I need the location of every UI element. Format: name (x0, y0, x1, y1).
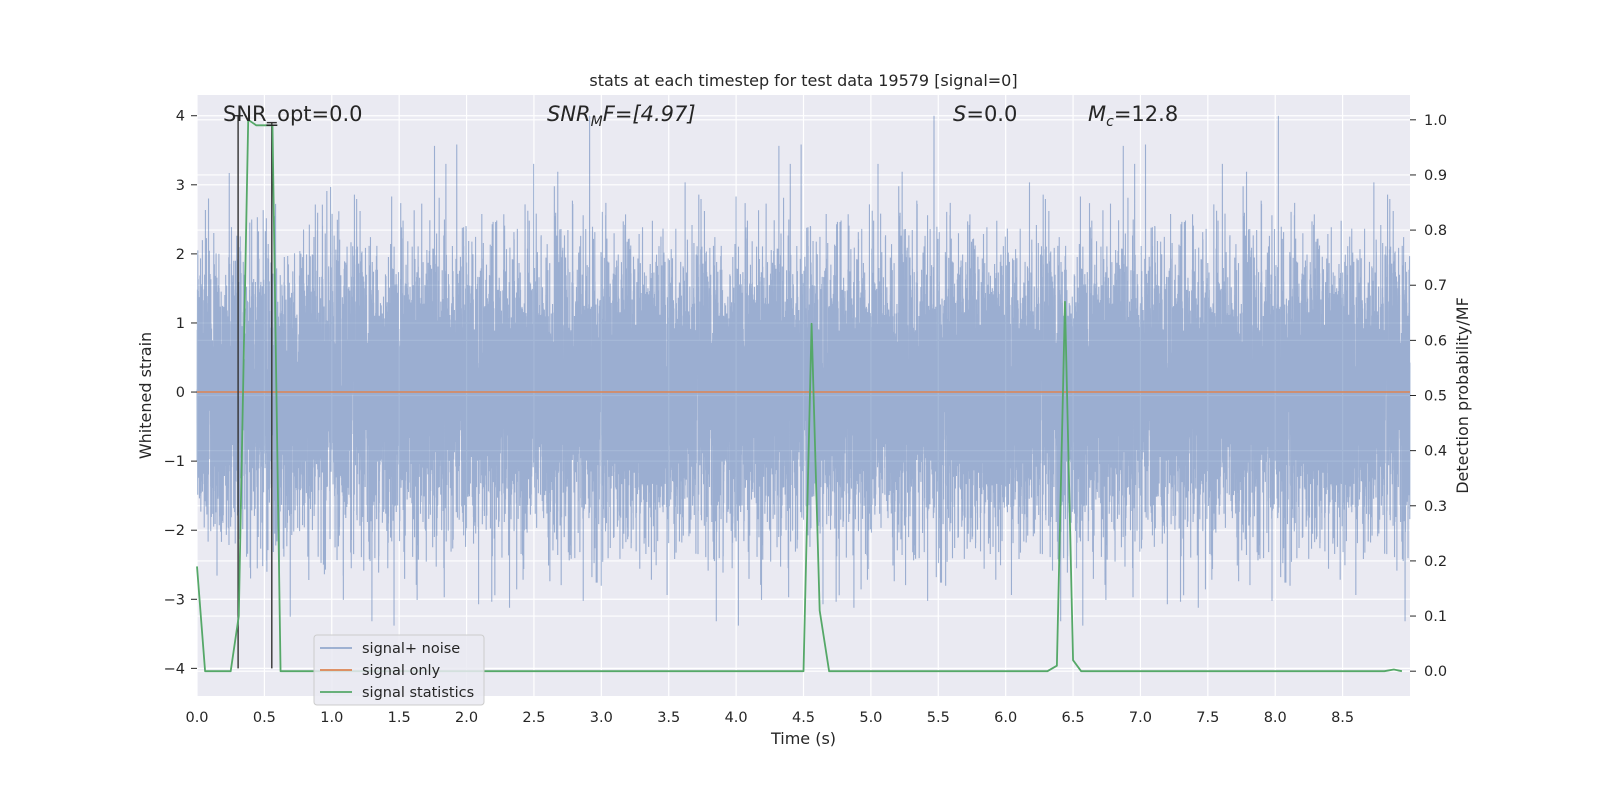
y2-tick-label: 0.8 (1424, 223, 1447, 239)
vertical-markers (233, 115, 277, 669)
x-tick-label: 0.0 (185, 710, 208, 726)
annotation-snr-mf: SNRMF=[4.97] (547, 102, 696, 130)
y2-tick-label: 0.6 (1424, 333, 1447, 349)
y-axis-label: Whitened strain (136, 332, 155, 459)
y-tick-label: 2 (176, 247, 185, 263)
x-tick-label: 8.5 (1331, 710, 1354, 726)
x-tick-label: 8.0 (1264, 710, 1287, 726)
legend-label-signal-only: signal only (362, 663, 441, 679)
x-tick-label: 6.5 (1062, 710, 1085, 726)
annotation-snr-mf-sub: M (591, 114, 603, 130)
x-axis-label: Time (s) (770, 729, 836, 748)
signal-statistics-line (196, 118, 1403, 673)
legend: signal+ noise signal only signal statist… (313, 634, 485, 706)
y-tick-label: −2 (164, 523, 185, 539)
legend-label-signal-statistics: signal statistics (362, 685, 474, 701)
y-tick-label: −3 (164, 592, 185, 608)
annotation-s: S=0.0 (953, 102, 1017, 126)
x-tick-label: 4.5 (792, 710, 815, 726)
signal-statistics-series (196, 118, 1403, 673)
annotation-snr-opt: SNR_opt=0.0 (223, 102, 363, 127)
x-tick-label: 0.5 (253, 710, 276, 726)
annotation-snr-mf-main: SNR (547, 102, 591, 126)
legend-box (313, 634, 485, 706)
y-tick-label: 0 (176, 385, 185, 401)
y2-tick-label: 0.1 (1424, 609, 1447, 625)
y2-axis-label: Detection probability/MF (1453, 297, 1472, 494)
signal-noise-series (196, 115, 1411, 626)
axes: 0.0 0.5 1.0 1.5 2.0 2.5 3.0 3.5 4.0 4.5 5.0 5.5 6.0 6… (164, 109, 1447, 726)
signal-noise-line (196, 115, 1411, 626)
legend-label-signal-noise: signal+ noise (362, 641, 460, 657)
y-tick-label: 1 (176, 316, 185, 332)
y2-tick-label: 0.2 (1424, 554, 1447, 570)
chart-title: stats at each timestep for test data 195… (589, 71, 1017, 90)
x-tick-label: 5.5 (927, 710, 950, 726)
y2-tick-label: 1.0 (1424, 113, 1447, 129)
y-tick-label: 4 (176, 109, 185, 125)
x-tick-label: 7.0 (1129, 710, 1152, 726)
annotation-s-symbol: S (953, 102, 966, 126)
y-tick-label: 3 (176, 178, 185, 194)
y2-tick-label: 0.9 (1424, 168, 1447, 184)
annotation-s-value: =0.0 (966, 102, 1017, 126)
y2-tick-label: 0.3 (1424, 499, 1447, 515)
x-tick-label: 7.5 (1196, 710, 1219, 726)
annotation-mc-sub: c (1106, 114, 1114, 130)
annotation-snr-mf-value: F=[4.97] (603, 102, 696, 126)
y-tick-label: −4 (164, 661, 185, 677)
annotation-mc-value: =12.8 (1114, 102, 1178, 126)
y2-tick-label: 0.7 (1424, 278, 1447, 294)
y2-tick-label: 0.5 (1424, 389, 1447, 405)
x-tick-label: 4.0 (725, 710, 748, 726)
y-tick-label: −1 (164, 454, 185, 470)
x-tick-label: 6.0 (994, 710, 1017, 726)
x-tick-label: 1.0 (320, 710, 343, 726)
x-tick-label: 2.0 (455, 710, 478, 726)
annotation-mc: Mc=12.8 (1088, 102, 1178, 130)
y2-tick-label: 0.4 (1424, 444, 1447, 460)
x-tick-label: 5.0 (859, 710, 882, 726)
x-tick-label: 3.0 (590, 710, 613, 726)
x-tick-label: 3.5 (657, 710, 680, 726)
annotation-mc-symbol: M (1088, 102, 1106, 126)
y2-tick-label: 0.0 (1424, 664, 1447, 680)
x-tick-label: 1.5 (388, 710, 411, 726)
x-tick-label: 2.5 (522, 710, 545, 726)
